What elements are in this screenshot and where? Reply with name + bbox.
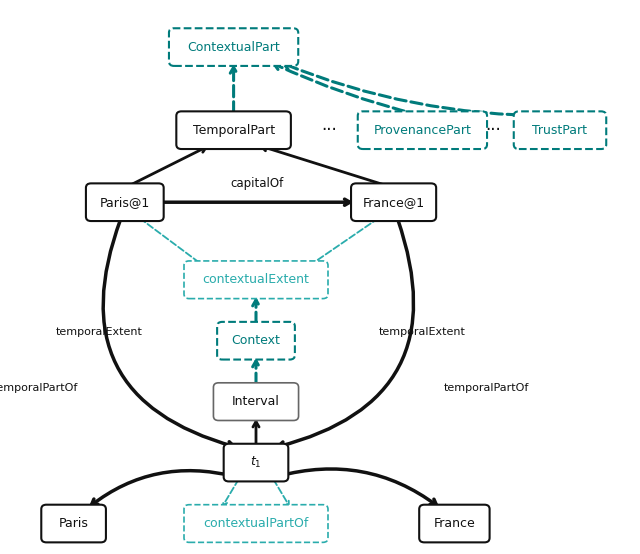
FancyArrowPatch shape bbox=[274, 63, 420, 115]
FancyArrowPatch shape bbox=[161, 199, 350, 206]
FancyBboxPatch shape bbox=[177, 111, 291, 149]
FancyArrowPatch shape bbox=[223, 479, 239, 505]
FancyArrowPatch shape bbox=[92, 471, 234, 505]
Text: ContextualPart: ContextualPart bbox=[188, 40, 280, 54]
FancyArrowPatch shape bbox=[127, 147, 206, 187]
FancyArrowPatch shape bbox=[253, 300, 259, 324]
Text: TrustPart: TrustPart bbox=[532, 124, 588, 137]
Text: ProvenancePart: ProvenancePart bbox=[374, 124, 471, 137]
Text: Context: Context bbox=[232, 334, 280, 347]
FancyArrowPatch shape bbox=[140, 218, 207, 269]
Text: ···: ··· bbox=[322, 121, 337, 139]
FancyBboxPatch shape bbox=[217, 322, 295, 360]
Text: contextualPartOf: contextualPartOf bbox=[204, 517, 308, 530]
FancyBboxPatch shape bbox=[419, 505, 490, 542]
Text: temporalPartOf: temporalPartOf bbox=[0, 383, 78, 393]
FancyBboxPatch shape bbox=[514, 111, 606, 149]
FancyBboxPatch shape bbox=[224, 444, 288, 481]
Text: France@1: France@1 bbox=[362, 196, 425, 209]
Text: ···: ··· bbox=[485, 121, 500, 139]
Text: Paris@1: Paris@1 bbox=[100, 196, 150, 209]
FancyArrowPatch shape bbox=[284, 63, 551, 116]
Text: Interval: Interval bbox=[232, 395, 280, 408]
FancyArrowPatch shape bbox=[305, 218, 378, 269]
Text: temporalExtent: temporalExtent bbox=[379, 327, 466, 337]
FancyArrowPatch shape bbox=[278, 219, 413, 448]
FancyArrowPatch shape bbox=[103, 219, 234, 448]
FancyBboxPatch shape bbox=[351, 183, 436, 221]
Text: $t_1$: $t_1$ bbox=[250, 455, 262, 470]
FancyBboxPatch shape bbox=[358, 111, 487, 149]
Text: capitalOf: capitalOf bbox=[231, 177, 284, 190]
Text: contextualExtent: contextualExtent bbox=[203, 273, 309, 286]
FancyBboxPatch shape bbox=[86, 183, 164, 221]
FancyBboxPatch shape bbox=[184, 505, 328, 542]
Text: Paris: Paris bbox=[59, 517, 88, 530]
FancyArrowPatch shape bbox=[273, 479, 289, 505]
FancyArrowPatch shape bbox=[261, 145, 391, 187]
Text: TemporalPart: TemporalPart bbox=[193, 124, 275, 137]
FancyArrowPatch shape bbox=[230, 68, 237, 113]
Text: temporalExtent: temporalExtent bbox=[56, 327, 143, 337]
FancyArrowPatch shape bbox=[278, 469, 436, 505]
FancyBboxPatch shape bbox=[169, 28, 298, 66]
FancyArrowPatch shape bbox=[253, 361, 259, 384]
Text: temporalPartOf: temporalPartOf bbox=[444, 383, 529, 393]
FancyArrowPatch shape bbox=[253, 422, 259, 445]
Text: France: France bbox=[433, 517, 476, 530]
FancyBboxPatch shape bbox=[214, 383, 298, 420]
FancyBboxPatch shape bbox=[184, 261, 328, 299]
FancyBboxPatch shape bbox=[41, 505, 106, 542]
